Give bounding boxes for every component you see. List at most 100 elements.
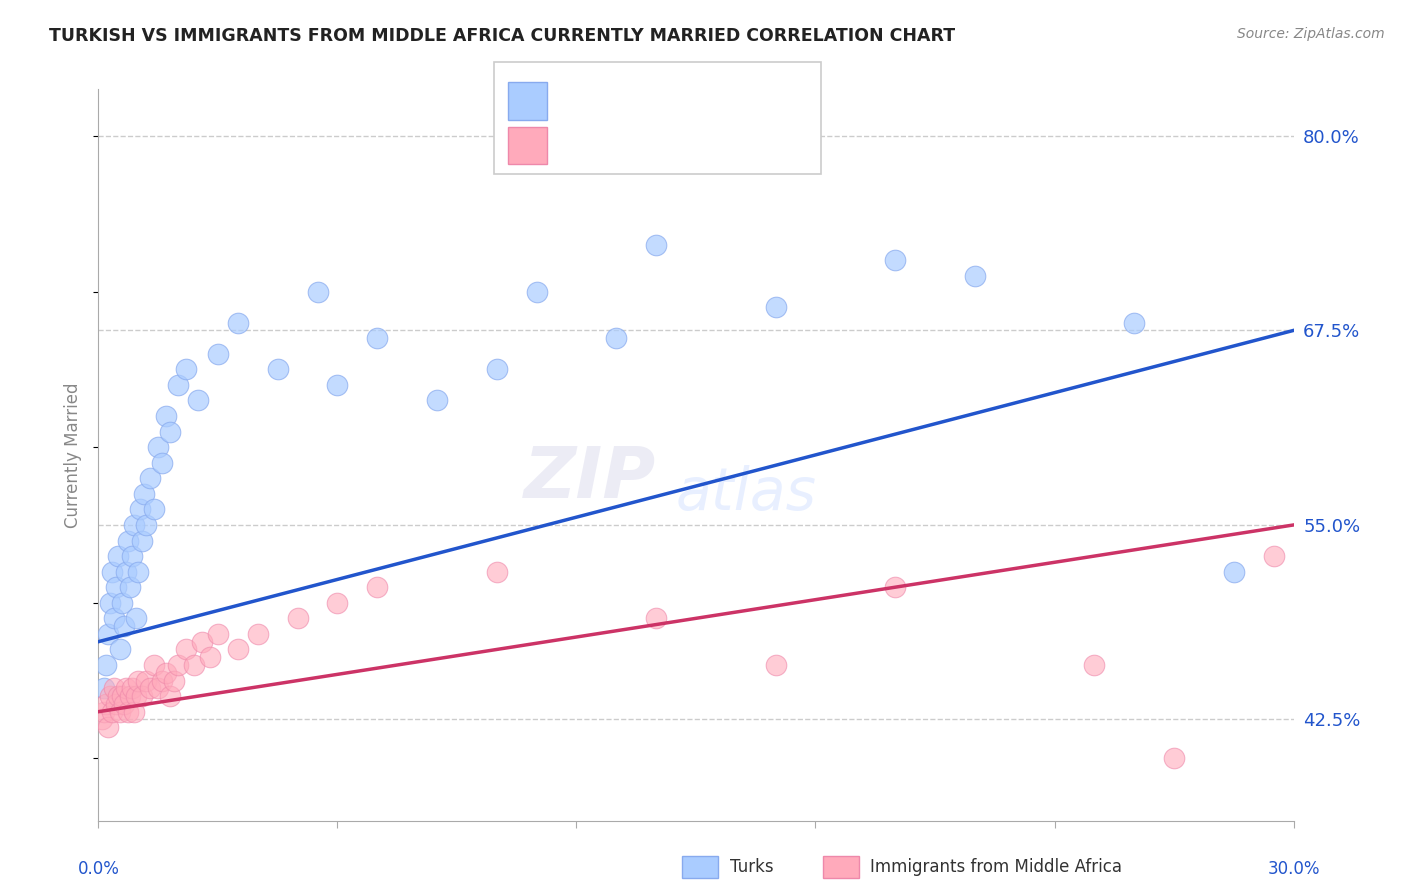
Text: N = 46: N = 46: [678, 136, 741, 154]
Point: [163, 673, 186, 688]
Point: [1263, 549, 1285, 563]
Point: [174, 642, 197, 657]
Point: [117, 705, 139, 719]
Point: [143, 502, 166, 516]
Point: [97, 627, 120, 641]
Point: [191, 634, 214, 648]
Point: [121, 681, 143, 696]
Point: [605, 331, 627, 345]
Point: [124, 705, 146, 719]
Point: [101, 565, 124, 579]
Point: [159, 425, 181, 439]
Point: [125, 689, 148, 703]
Point: [1163, 751, 1185, 765]
Point: [110, 642, 132, 657]
Point: [645, 611, 668, 625]
Point: [150, 456, 173, 470]
Point: [125, 611, 148, 625]
Point: [120, 689, 142, 703]
Point: [226, 316, 249, 330]
Text: ZIP: ZIP: [524, 443, 657, 513]
Point: [97, 720, 120, 734]
Point: [115, 681, 138, 696]
Point: [107, 689, 129, 703]
Point: [98, 689, 122, 703]
Point: [765, 300, 787, 314]
Point: [98, 596, 122, 610]
Point: [131, 689, 153, 703]
Point: [207, 347, 229, 361]
Point: [198, 650, 221, 665]
Point: [1083, 658, 1105, 673]
Point: [267, 362, 290, 376]
Point: [167, 377, 190, 392]
Point: [111, 596, 134, 610]
Point: [326, 377, 349, 392]
Point: [884, 253, 907, 268]
Text: atlas: atlas: [676, 466, 817, 523]
Point: [105, 580, 128, 594]
Point: [105, 697, 128, 711]
Point: [150, 673, 173, 688]
Text: Immigrants from Middle Africa: Immigrants from Middle Africa: [870, 858, 1122, 876]
Text: 0.0%: 0.0%: [77, 860, 120, 878]
Point: [112, 697, 135, 711]
Point: [93, 681, 115, 696]
Text: Source: ZipAtlas.com: Source: ZipAtlas.com: [1237, 27, 1385, 41]
Point: [107, 549, 129, 563]
Text: R = 0.359: R = 0.359: [558, 92, 648, 110]
Point: [91, 713, 114, 727]
Point: [103, 681, 125, 696]
Point: [963, 268, 986, 283]
Point: [110, 705, 132, 719]
Point: [287, 611, 309, 625]
Text: 30.0%: 30.0%: [1267, 860, 1320, 878]
Y-axis label: Currently Married: Currently Married: [65, 382, 83, 528]
Point: [884, 580, 907, 594]
Text: N = 47: N = 47: [678, 92, 741, 110]
Point: [159, 689, 181, 703]
Point: [93, 705, 115, 719]
Point: [155, 409, 177, 423]
Point: [155, 665, 177, 680]
Point: [129, 502, 152, 516]
Point: [101, 705, 124, 719]
Point: [307, 285, 329, 299]
Text: Turks: Turks: [730, 858, 773, 876]
Point: [143, 658, 166, 673]
Point: [103, 611, 125, 625]
Point: [124, 518, 146, 533]
Point: [127, 565, 149, 579]
Point: [96, 697, 118, 711]
Point: [485, 565, 508, 579]
Point: [115, 565, 138, 579]
Point: [485, 362, 508, 376]
Point: [183, 658, 205, 673]
Point: [226, 642, 249, 657]
Point: [765, 658, 787, 673]
Point: [366, 580, 388, 594]
Text: TURKISH VS IMMIGRANTS FROM MIDDLE AFRICA CURRENTLY MARRIED CORRELATION CHART: TURKISH VS IMMIGRANTS FROM MIDDLE AFRICA…: [49, 27, 955, 45]
Point: [127, 673, 149, 688]
Point: [246, 627, 269, 641]
Point: [326, 596, 349, 610]
Point: [131, 533, 153, 548]
Text: R = 0.467: R = 0.467: [558, 136, 648, 154]
Point: [174, 362, 197, 376]
Point: [1223, 565, 1246, 579]
Point: [167, 658, 190, 673]
Point: [148, 440, 170, 454]
Point: [111, 689, 134, 703]
Point: [148, 681, 170, 696]
Point: [96, 658, 118, 673]
Point: [135, 673, 157, 688]
Point: [366, 331, 388, 345]
Point: [120, 580, 142, 594]
Point: [139, 681, 162, 696]
Point: [207, 627, 229, 641]
Point: [526, 285, 548, 299]
Point: [135, 518, 157, 533]
Point: [121, 549, 143, 563]
Point: [426, 393, 449, 408]
Point: [139, 471, 162, 485]
